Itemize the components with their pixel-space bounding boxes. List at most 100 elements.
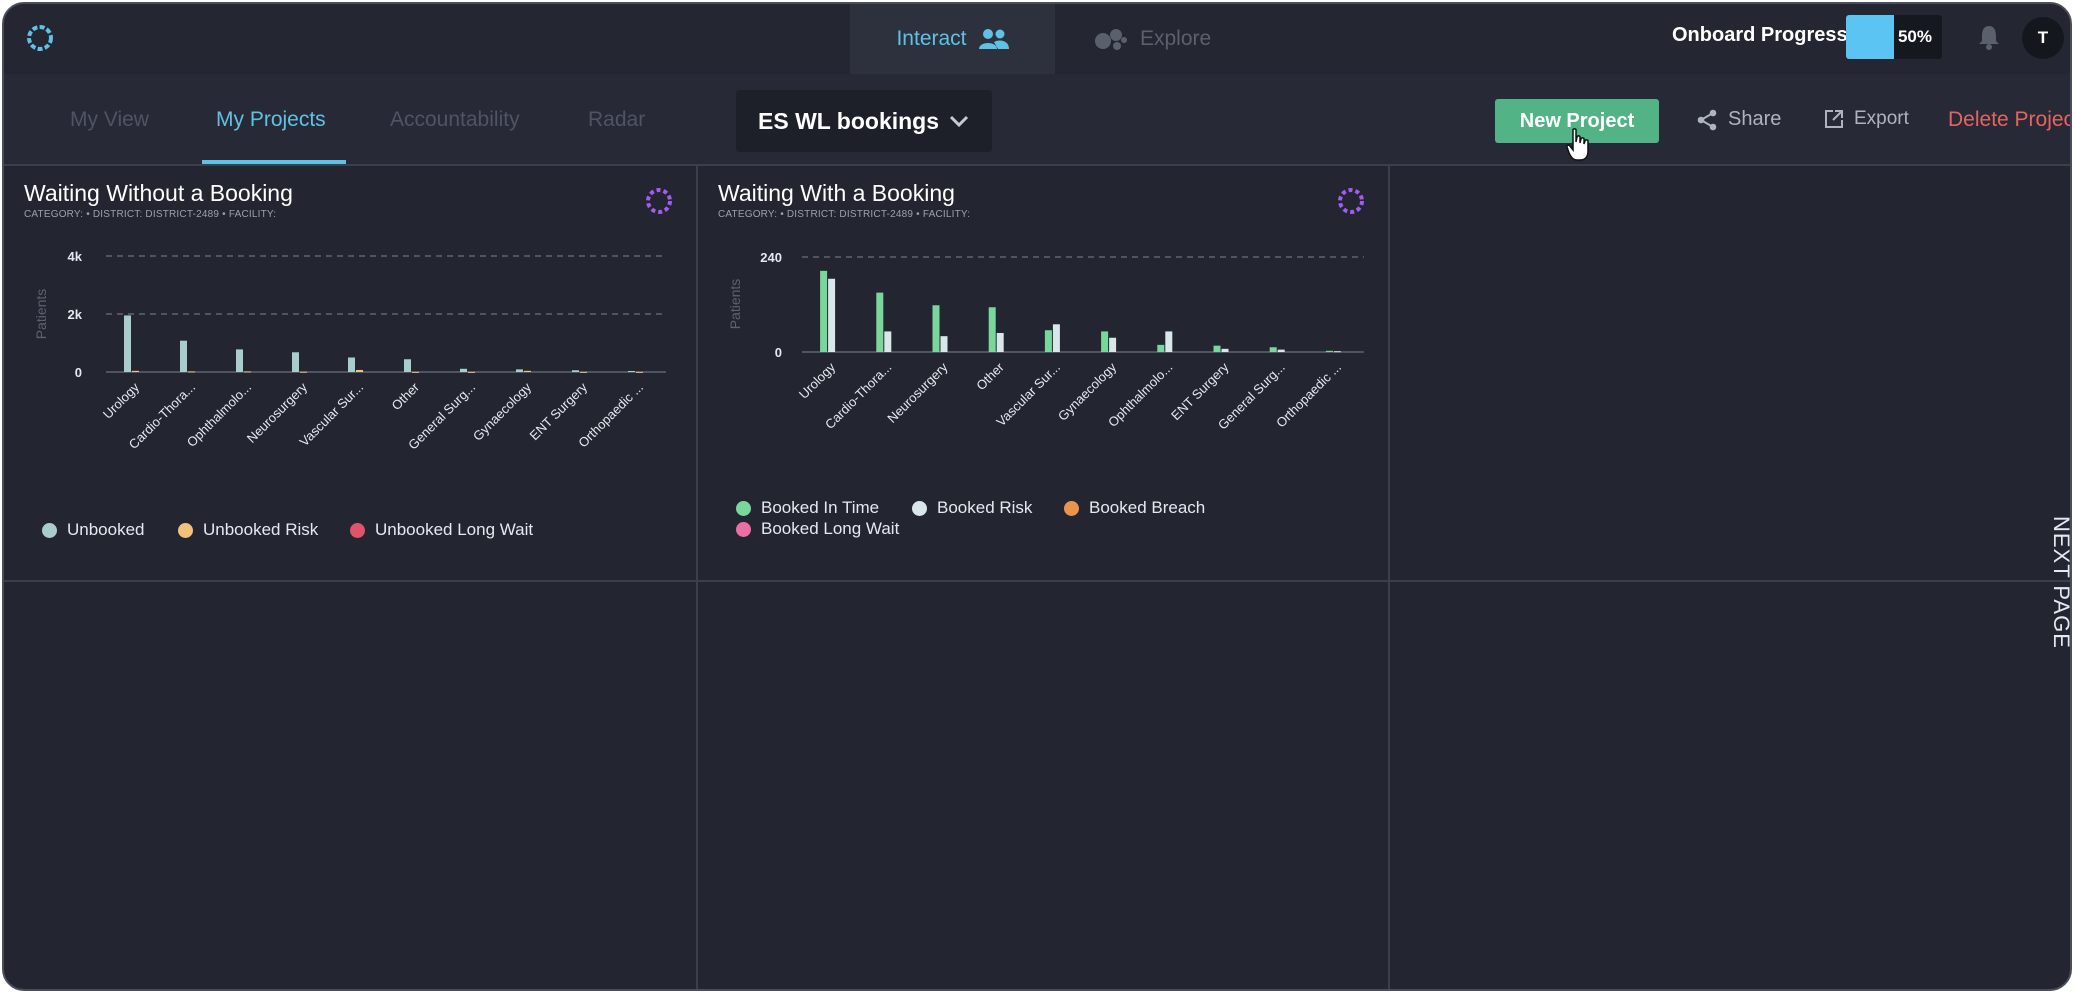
avatar[interactable]: T xyxy=(2022,17,2064,59)
tab-accountability[interactable]: Accountability xyxy=(390,108,520,131)
legend-item-unbooked[interactable]: Unbooked xyxy=(42,520,145,540)
bar-unbooked[interactable] xyxy=(628,370,635,372)
bar-booked-in-time[interactable] xyxy=(1269,347,1277,352)
widget-title: Waiting Without a Booking xyxy=(24,180,293,206)
bar-booked-in-time[interactable] xyxy=(988,307,996,352)
loading-spinner-icon xyxy=(646,188,672,214)
bar-booked-in-time[interactable] xyxy=(1044,330,1052,352)
share-label: Share xyxy=(1728,108,1782,130)
legend-item-unbooked-long-wait[interactable]: Unbooked Long Wait xyxy=(350,520,533,540)
bar-unbooked-risk[interactable] xyxy=(412,371,419,373)
bar-booked-risk[interactable] xyxy=(1221,348,1229,352)
bar-unbooked-risk[interactable] xyxy=(356,369,363,372)
delete-project-button[interactable]: Delete Projec xyxy=(1948,108,2072,131)
widget-filters: CATEGORY: • DISTRICT: DISTRICT-2489 • FA… xyxy=(718,209,971,220)
bar-unbooked[interactable] xyxy=(348,357,355,373)
bar-unbooked-risk[interactable] xyxy=(468,371,475,373)
bar-unbooked-risk[interactable] xyxy=(188,371,195,373)
bar-unbooked[interactable] xyxy=(124,315,131,372)
bar-booked-risk[interactable] xyxy=(1333,351,1341,353)
bar-booked-risk[interactable] xyxy=(1109,337,1117,352)
bar-booked-in-time[interactable] xyxy=(1213,345,1221,352)
app-logo-icon[interactable] xyxy=(24,22,56,54)
dashboard-grid: Waiting Without a Booking CATEGORY: • DI… xyxy=(4,166,2070,989)
legend-label: Unbooked Risk xyxy=(203,520,319,539)
onboard-progress-percent: 50% xyxy=(1897,27,1932,46)
tab-explore[interactable]: Explore xyxy=(1094,4,1254,74)
bar-booked-in-time[interactable] xyxy=(820,270,828,352)
bar-unbooked[interactable] xyxy=(572,370,579,372)
widget-waiting-with-booking[interactable]: Waiting With a Booking CATEGORY: • DISTR… xyxy=(698,166,1388,580)
chevron-down-icon xyxy=(949,115,969,128)
x-tick-label: Gynaecology xyxy=(470,379,535,444)
bar-booked-in-time[interactable] xyxy=(932,305,940,352)
tab-my-view[interactable]: My View xyxy=(70,108,149,131)
bell-icon[interactable] xyxy=(1977,24,2001,50)
tab-my-projects[interactable]: My Projects xyxy=(216,108,326,131)
share-button[interactable]: Share xyxy=(1696,108,1781,131)
bar-unbooked-risk[interactable] xyxy=(636,371,643,373)
bar-booked-risk[interactable] xyxy=(940,336,948,352)
bar-booked-risk[interactable] xyxy=(1165,331,1173,352)
y-tick-label: 0 xyxy=(75,365,82,380)
legend-swatch xyxy=(1064,500,1079,516)
legend-swatch xyxy=(42,522,57,538)
widget-title: Waiting With a Booking xyxy=(718,180,955,206)
bar-unbooked[interactable] xyxy=(516,369,523,372)
bar-booked-in-time[interactable] xyxy=(1101,331,1109,352)
active-tab-indicator xyxy=(202,160,346,164)
empty-widget-slot xyxy=(4,582,696,989)
x-tick-label: Neurosurgery xyxy=(884,359,951,426)
bar-booked-risk[interactable] xyxy=(884,331,892,352)
hand-cursor-icon xyxy=(1566,128,1589,161)
bar-unbooked-risk[interactable] xyxy=(132,370,139,372)
x-tick-label: Urology xyxy=(796,359,839,402)
bar-unbooked-risk[interactable] xyxy=(244,371,251,373)
legend-swatch xyxy=(350,522,365,538)
legend-label: Unbooked Long Wait xyxy=(375,520,534,539)
x-tick-label: Other xyxy=(973,359,1007,393)
bar-unbooked[interactable] xyxy=(404,359,411,372)
bar-booked-risk[interactable] xyxy=(1277,349,1285,352)
y-tick-label: 240 xyxy=(760,250,782,265)
y-tick-label: 0 xyxy=(775,345,782,360)
onboard-progress-bar[interactable]: 50% xyxy=(1846,15,1942,59)
bar-booked-risk[interactable] xyxy=(1052,324,1060,352)
bar-booked-in-time[interactable] xyxy=(1325,350,1333,352)
bar-booked-risk[interactable] xyxy=(996,333,1004,352)
export-button[interactable]: Export xyxy=(1824,108,1909,130)
legend-label: Booked Long Wait xyxy=(761,519,900,538)
legend-item-unbooked-risk[interactable]: Unbooked Risk xyxy=(178,520,318,540)
widget-filters: CATEGORY: • DISTRICT: DISTRICT-2489 • FA… xyxy=(24,209,277,220)
unbooked-bar-chart: 02k4kPatientsUrologyCardio-Thora...Ophth… xyxy=(33,249,666,452)
dashboard-select[interactable]: ES WL bookings xyxy=(736,90,992,152)
bar-unbooked-risk[interactable] xyxy=(580,371,587,373)
bar-booked-risk[interactable] xyxy=(828,278,836,352)
bar-unbooked[interactable] xyxy=(236,349,243,372)
grid-divider xyxy=(696,166,698,989)
legend-swatch xyxy=(912,500,927,516)
legend-label: Booked Breach xyxy=(1089,498,1206,517)
legend-item-booked-in-time[interactable]: Booked In Time xyxy=(736,498,879,518)
next-page-button[interactable]: NEXT PAGE xyxy=(2049,516,2072,649)
bar-unbooked-risk[interactable] xyxy=(300,371,307,373)
tab-interact[interactable]: Interact xyxy=(850,4,1055,74)
widget-waiting-without-booking[interactable]: Waiting Without a Booking CATEGORY: • DI… xyxy=(4,166,696,580)
tab-radar[interactable]: Radar xyxy=(588,108,646,131)
onboard-progress-fill xyxy=(1846,15,1894,59)
bar-unbooked[interactable] xyxy=(460,368,467,372)
bar-unbooked[interactable] xyxy=(292,352,299,372)
bar-booked-in-time[interactable] xyxy=(1157,344,1165,352)
bar-unbooked-risk[interactable] xyxy=(524,370,531,372)
share-icon xyxy=(1697,109,1717,130)
export-icon xyxy=(1825,110,1843,128)
legend-label: Booked In Time xyxy=(761,498,880,517)
bar-unbooked[interactable] xyxy=(180,340,187,372)
legend-item-booked-breach[interactable]: Booked Breach xyxy=(1064,498,1205,518)
legend-item-booked-risk[interactable]: Booked Risk xyxy=(912,498,1032,518)
bar-booked-in-time[interactable] xyxy=(876,292,884,352)
y-axis-label: Patients xyxy=(33,289,49,340)
grid-divider xyxy=(1388,166,1390,989)
x-tick-label: Other xyxy=(389,379,423,413)
legend-item-booked-long-wait[interactable]: Booked Long Wait xyxy=(736,519,899,539)
